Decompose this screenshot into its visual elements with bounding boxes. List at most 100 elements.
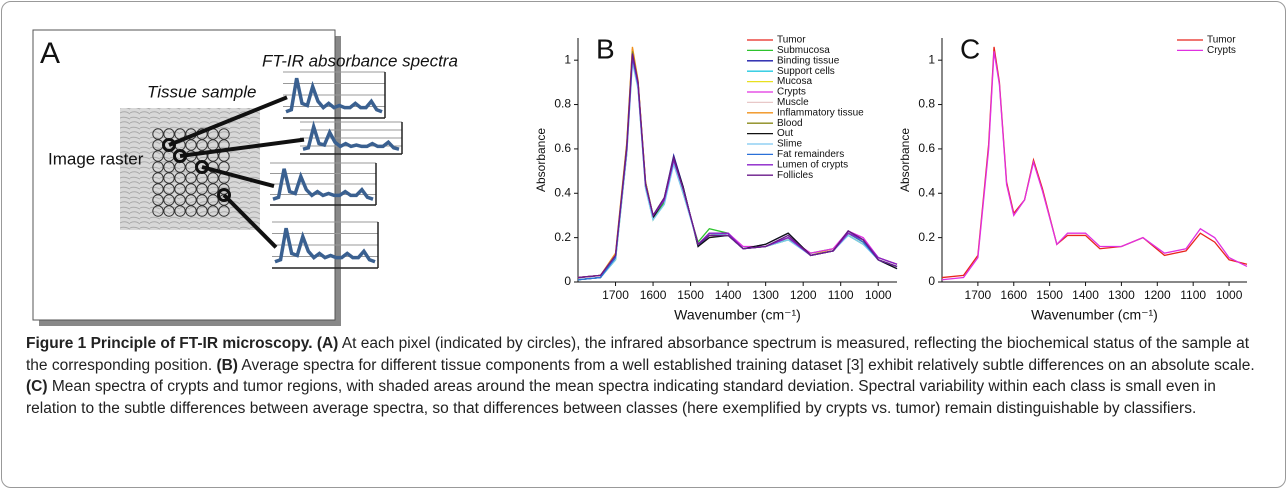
- y-tick-label: 0: [564, 274, 571, 288]
- raster-cell: [207, 205, 219, 217]
- y-tick-label: 0.2: [554, 230, 571, 244]
- y-tick-label: 0.4: [918, 185, 935, 199]
- caption: Figure 1 Principle of FT-IR microscopy. …: [26, 333, 1261, 419]
- raster-cell: [185, 205, 197, 217]
- y-tick-label: 0.6: [554, 141, 571, 155]
- legend-label: Support cells: [777, 66, 835, 77]
- mini-spectrum: [285, 77, 383, 114]
- raster-cell: [185, 183, 197, 195]
- spectrum-line: [941, 51, 1248, 281]
- raster-cell: [185, 172, 197, 184]
- raster-cell: [152, 172, 164, 184]
- raster-cell: [152, 205, 164, 217]
- panel-label: B: [596, 33, 615, 64]
- y-tick-label: 0.4: [554, 185, 571, 199]
- raster-cell: [163, 161, 175, 173]
- x-tick-label: 1600: [1000, 288, 1027, 302]
- x-tick-label: 1100: [1180, 288, 1206, 302]
- connector: [179, 137, 305, 158]
- tissue-label: Tissue sample: [147, 82, 256, 101]
- y-tick-label: 0.2: [918, 230, 935, 244]
- x-tick-label: 1500: [677, 288, 704, 302]
- x-tick-label: 1700: [602, 288, 629, 302]
- legend-label: Mucosa: [777, 76, 812, 87]
- y-tick-label: 0: [928, 274, 935, 288]
- raster-cell: [174, 194, 186, 206]
- raster-cell: [152, 161, 164, 173]
- connector: [168, 95, 288, 147]
- caption-marker: (C): [26, 378, 48, 395]
- raster-cell: [218, 183, 230, 195]
- caption-marker: (A): [316, 335, 339, 352]
- highlight-cell: [162, 138, 176, 152]
- y-tick-label: 0.6: [918, 141, 935, 155]
- legend-label: Muscle: [777, 97, 809, 108]
- spectrum-line: [577, 57, 898, 281]
- legend-label: Tumor: [1207, 35, 1236, 46]
- raster-cell: [152, 194, 164, 206]
- raster-cell: [163, 183, 175, 195]
- y-axis-label: Absorbance: [534, 128, 548, 192]
- x-tick-label: 1500: [1036, 288, 1063, 302]
- mini-spectrum: [302, 120, 400, 151]
- x-axis-label: Wavenumber (cm⁻¹): [1031, 307, 1158, 323]
- spectra-title: FT-IR absorbance spectra: [262, 51, 458, 70]
- raster-cell: [196, 183, 208, 195]
- y-tick-label: 1: [928, 52, 935, 66]
- x-tick-label: 1200: [790, 288, 817, 302]
- highlight-cell: [173, 149, 187, 163]
- connector: [201, 165, 275, 189]
- legend-label: Fat remainders: [777, 149, 844, 160]
- caption-text: Average spectra for different tissue com…: [241, 356, 1255, 374]
- legend-label: Follicles: [777, 170, 813, 181]
- highlight-cell: [217, 188, 231, 202]
- legend-label: Submucosa: [777, 45, 830, 56]
- raster-cell: [196, 194, 208, 206]
- mini-spectrum: [274, 227, 376, 264]
- y-tick-label: 0.8: [554, 97, 571, 111]
- raster-cell: [207, 172, 219, 184]
- y-axis-label: Absorbance: [898, 128, 912, 192]
- x-tick-label: 1700: [965, 288, 992, 302]
- legend-label: Crypts: [1207, 45, 1236, 56]
- x-tick-label: 1100: [828, 288, 854, 302]
- legend-label: Crypts: [777, 87, 806, 98]
- caption-marker: (B): [216, 356, 238, 374]
- panel-label: C: [960, 33, 980, 64]
- x-tick-label: 1000: [865, 288, 892, 302]
- raster-cell: [207, 194, 219, 206]
- panel-label: A: [40, 37, 60, 70]
- connector: [222, 193, 278, 249]
- legend-label: Blood: [777, 118, 803, 129]
- x-tick-label: 1600: [640, 288, 667, 302]
- raster-cell: [218, 205, 230, 217]
- raster-cell: [196, 205, 208, 217]
- raster-cell: [218, 128, 230, 140]
- legend-label: Out: [777, 128, 793, 139]
- raster-cell: [207, 183, 219, 195]
- raster-cell: [152, 183, 164, 195]
- legend-label: Tumor: [777, 35, 806, 46]
- spectrum-line: [577, 53, 898, 279]
- raster-cell: [174, 172, 186, 184]
- raster-label: Image raster: [48, 149, 144, 168]
- legend-label: Binding tissue: [777, 55, 840, 66]
- raster-cell: [152, 128, 164, 140]
- raster-cell: [163, 172, 175, 184]
- raster-cell: [185, 139, 197, 151]
- raster-cell: [174, 183, 186, 195]
- caption-text: At each pixel (indicated by circles), th…: [26, 335, 1250, 374]
- legend-label: Slime: [777, 139, 802, 150]
- x-tick-label: 1200: [1144, 288, 1171, 302]
- x-tick-label: 1300: [1108, 288, 1135, 302]
- legend-label: Inflammatory tissue: [777, 107, 864, 118]
- raster-cell: [163, 194, 175, 206]
- spectrum-line: [577, 60, 898, 281]
- y-tick-label: 0.8: [918, 97, 935, 111]
- highlight-cell: [195, 160, 209, 174]
- raster-cell: [163, 205, 175, 217]
- raster-cell: [196, 139, 208, 151]
- x-tick-label: 1400: [715, 288, 742, 302]
- legend-label: Lumen of crypts: [777, 159, 848, 170]
